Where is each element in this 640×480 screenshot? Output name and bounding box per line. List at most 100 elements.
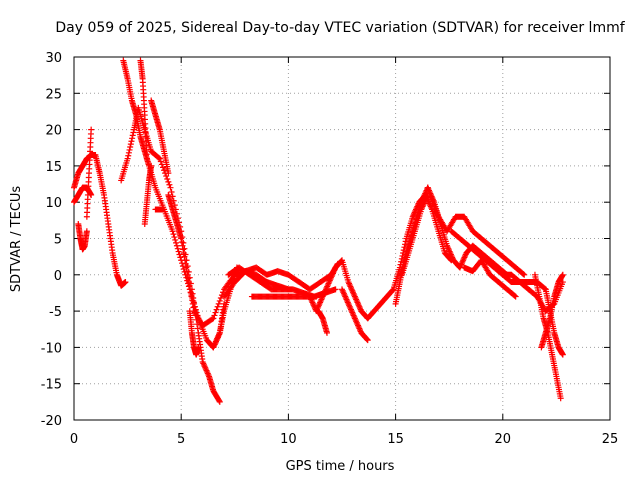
data-point xyxy=(520,271,527,278)
data-point xyxy=(168,189,175,196)
data-point xyxy=(178,235,185,242)
data-point xyxy=(187,286,194,293)
series-trace-5 xyxy=(118,104,223,405)
y-tick-label: -15 xyxy=(41,378,62,393)
y-tick-label: 15 xyxy=(45,160,62,175)
y-tick-label: -10 xyxy=(41,341,62,356)
data-point xyxy=(185,275,192,282)
data-point xyxy=(216,398,223,405)
data-point xyxy=(217,295,224,302)
series-trace-10 xyxy=(152,206,168,213)
y-tick-label: -20 xyxy=(41,414,62,429)
data-point xyxy=(182,257,189,264)
series-trace-14 xyxy=(221,260,341,300)
series-trace-25 xyxy=(448,228,549,293)
data-point xyxy=(169,228,176,235)
y-tick-label: 0 xyxy=(54,269,62,284)
data-point xyxy=(211,312,218,319)
data-point xyxy=(323,329,330,336)
data-point xyxy=(181,253,188,260)
series-trace-3 xyxy=(75,220,90,253)
data-point xyxy=(541,285,548,292)
data-point xyxy=(180,250,187,257)
data-point xyxy=(173,239,180,246)
data-point xyxy=(194,325,201,332)
data-point xyxy=(183,264,190,271)
data-point xyxy=(164,175,171,182)
data-point xyxy=(128,138,135,145)
series-trace-29 xyxy=(538,271,566,351)
x-axis-label: GPS time / hours xyxy=(286,459,395,474)
data-point xyxy=(129,135,136,142)
data-point xyxy=(157,158,164,165)
y-tick-label: 25 xyxy=(45,87,62,102)
series-trace-20 xyxy=(377,191,455,307)
data-point xyxy=(174,245,181,252)
data-point xyxy=(165,170,172,177)
data-point xyxy=(214,303,221,310)
series-trace-24 xyxy=(426,191,528,278)
series-trace-30 xyxy=(542,286,566,358)
data-point xyxy=(521,271,528,278)
grid-lines xyxy=(74,57,610,420)
data-point xyxy=(166,181,173,188)
data-point xyxy=(190,304,197,311)
series-trace-12 xyxy=(186,308,202,358)
data-point xyxy=(188,293,195,300)
data-point xyxy=(182,260,189,267)
data-point xyxy=(148,162,155,169)
data-point xyxy=(313,293,320,300)
data-point xyxy=(122,279,129,286)
data-point xyxy=(184,271,191,278)
series-trace-7 xyxy=(137,57,150,162)
y-axis-label: SDTVAR / TECUs xyxy=(9,186,24,293)
data-point xyxy=(213,306,220,313)
y-tick-label: 5 xyxy=(54,233,62,248)
data-point xyxy=(179,242,186,249)
data-point xyxy=(170,231,177,238)
series-trace-2 xyxy=(71,184,95,206)
data-point xyxy=(189,300,196,307)
chart-title: Day 059 of 2025, Sidereal Day-to-day VTE… xyxy=(55,20,625,36)
data-point xyxy=(177,254,184,261)
data-point xyxy=(216,397,223,404)
data-point xyxy=(389,287,396,294)
data-point xyxy=(187,289,194,296)
x-tick-label: 15 xyxy=(387,432,404,447)
data-point xyxy=(173,242,180,249)
series-trace-18 xyxy=(315,308,330,336)
data-point xyxy=(155,154,162,161)
data-point xyxy=(216,297,223,304)
data-point xyxy=(559,351,566,358)
data-point xyxy=(364,337,371,344)
data-point xyxy=(178,239,185,246)
series-trace-17 xyxy=(306,257,384,322)
data-point xyxy=(559,271,566,278)
data-point xyxy=(179,260,186,267)
x-tick-label: 5 xyxy=(177,432,185,447)
y-tick-label: 10 xyxy=(45,196,62,211)
data-point xyxy=(176,251,183,258)
data-point xyxy=(167,184,174,191)
data-point xyxy=(161,167,168,174)
data-point xyxy=(125,152,132,159)
data-point xyxy=(512,293,519,300)
series-trace-22 xyxy=(399,191,431,278)
data-point xyxy=(183,268,190,275)
data-point xyxy=(195,344,202,351)
data-point xyxy=(364,336,371,343)
data-point xyxy=(124,155,131,162)
y-tick-label: 20 xyxy=(45,124,62,139)
data-point xyxy=(186,282,193,289)
series-trace-8 xyxy=(141,162,155,227)
series-trace-19 xyxy=(339,286,371,344)
data-point xyxy=(189,297,196,304)
data-point xyxy=(129,132,136,139)
data-point xyxy=(161,206,168,213)
data-point xyxy=(511,292,518,299)
series-trace-1 xyxy=(71,152,129,289)
data-point xyxy=(172,236,179,243)
series-trace-26 xyxy=(461,257,519,300)
axis-ticks: 0 5 10 15 20 25 -20 -15 -10 -5 0 5 10 15 20 25 30 xyxy=(41,51,619,447)
